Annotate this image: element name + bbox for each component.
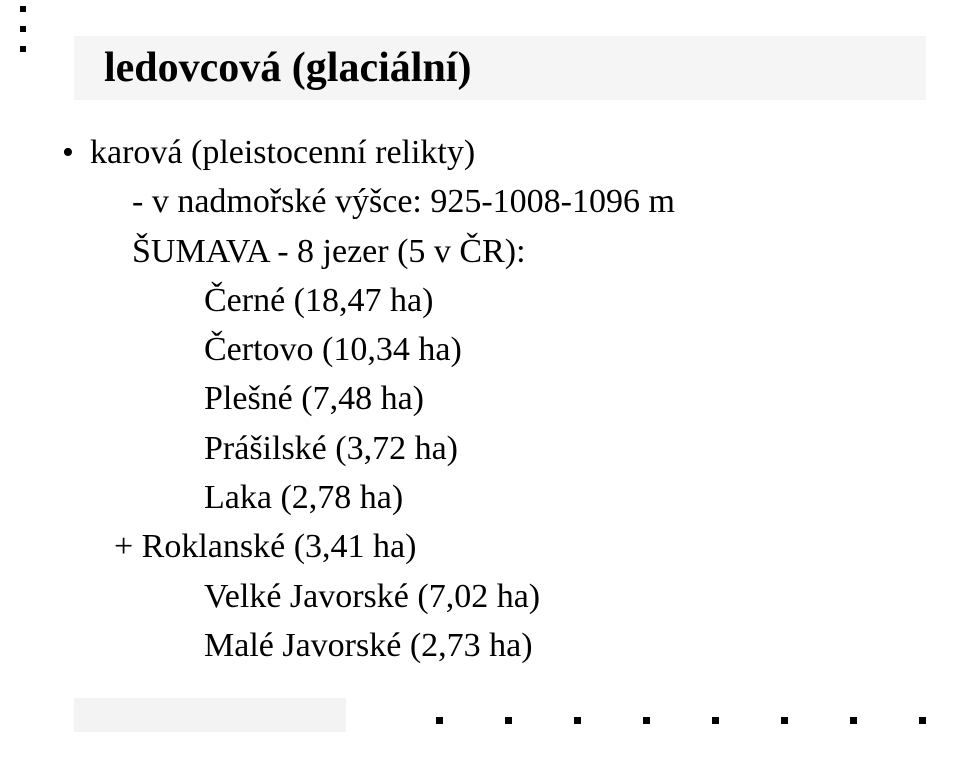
dot-icon	[781, 717, 788, 724]
content-line: + Roklanské (3,41 ha)	[62, 522, 912, 571]
content-text: Velké Javorské (7,02 ha)	[204, 578, 540, 615]
content-text: ŠUMAVA - 8 jezer (5 v ČR):	[132, 233, 526, 270]
dot-icon	[20, 6, 26, 12]
content-line: Čertovo (10,34 ha)	[62, 325, 912, 374]
content-line: Černé (18,47 ha)	[62, 276, 912, 325]
content-line: Malé Javorské (2,73 ha)	[62, 621, 912, 670]
content-line: Laka (2,78 ha)	[62, 473, 912, 522]
dot-icon	[436, 717, 443, 724]
bullet-icon: •	[62, 128, 90, 177]
dot-icon	[20, 26, 26, 32]
content-line: ŠUMAVA - 8 jezer (5 v ČR):	[62, 227, 912, 276]
footer-band	[74, 698, 346, 732]
slide: ledovcová (glaciální) • karová (pleistoc…	[0, 0, 960, 764]
dot-icon	[505, 717, 512, 724]
dot-icon	[919, 717, 926, 724]
content-line: Plešné (7,48 ha)	[62, 374, 912, 423]
slide-content: • karová (pleistocenní relikty) - v nadm…	[62, 128, 912, 670]
dot-icon	[643, 717, 650, 724]
content-text: Prášilské (3,72 ha)	[204, 430, 458, 467]
content-line: Velké Javorské (7,02 ha)	[62, 572, 912, 621]
content-line: - v nadmořské výšce: 925-1008-1096 m	[62, 177, 912, 226]
content-line: Prášilské (3,72 ha)	[62, 424, 912, 473]
content-line: • karová (pleistocenní relikty)	[62, 128, 912, 177]
slide-title: ledovcová (glaciální)	[74, 44, 471, 92]
content-text: Plešné (7,48 ha)	[204, 380, 424, 417]
left-decorative-bullets	[20, 6, 26, 66]
content-text: Malé Javorské (2,73 ha)	[204, 627, 533, 664]
content-text: karová (pleistocenní relikty)	[90, 128, 475, 177]
dot-icon	[574, 717, 581, 724]
content-text: + Roklanské (3,41 ha)	[114, 528, 416, 565]
title-band: ledovcová (glaciální)	[74, 36, 926, 100]
content-text: Černé (18,47 ha)	[204, 282, 433, 319]
dot-icon	[850, 717, 857, 724]
dot-icon	[20, 46, 26, 52]
content-text: Laka (2,78 ha)	[204, 479, 403, 516]
content-text: - v nadmořské výšce: 925-1008-1096 m	[132, 183, 675, 220]
content-text: Čertovo (10,34 ha)	[204, 331, 462, 368]
footer-decorative-dots	[436, 717, 926, 724]
dot-icon	[712, 717, 719, 724]
